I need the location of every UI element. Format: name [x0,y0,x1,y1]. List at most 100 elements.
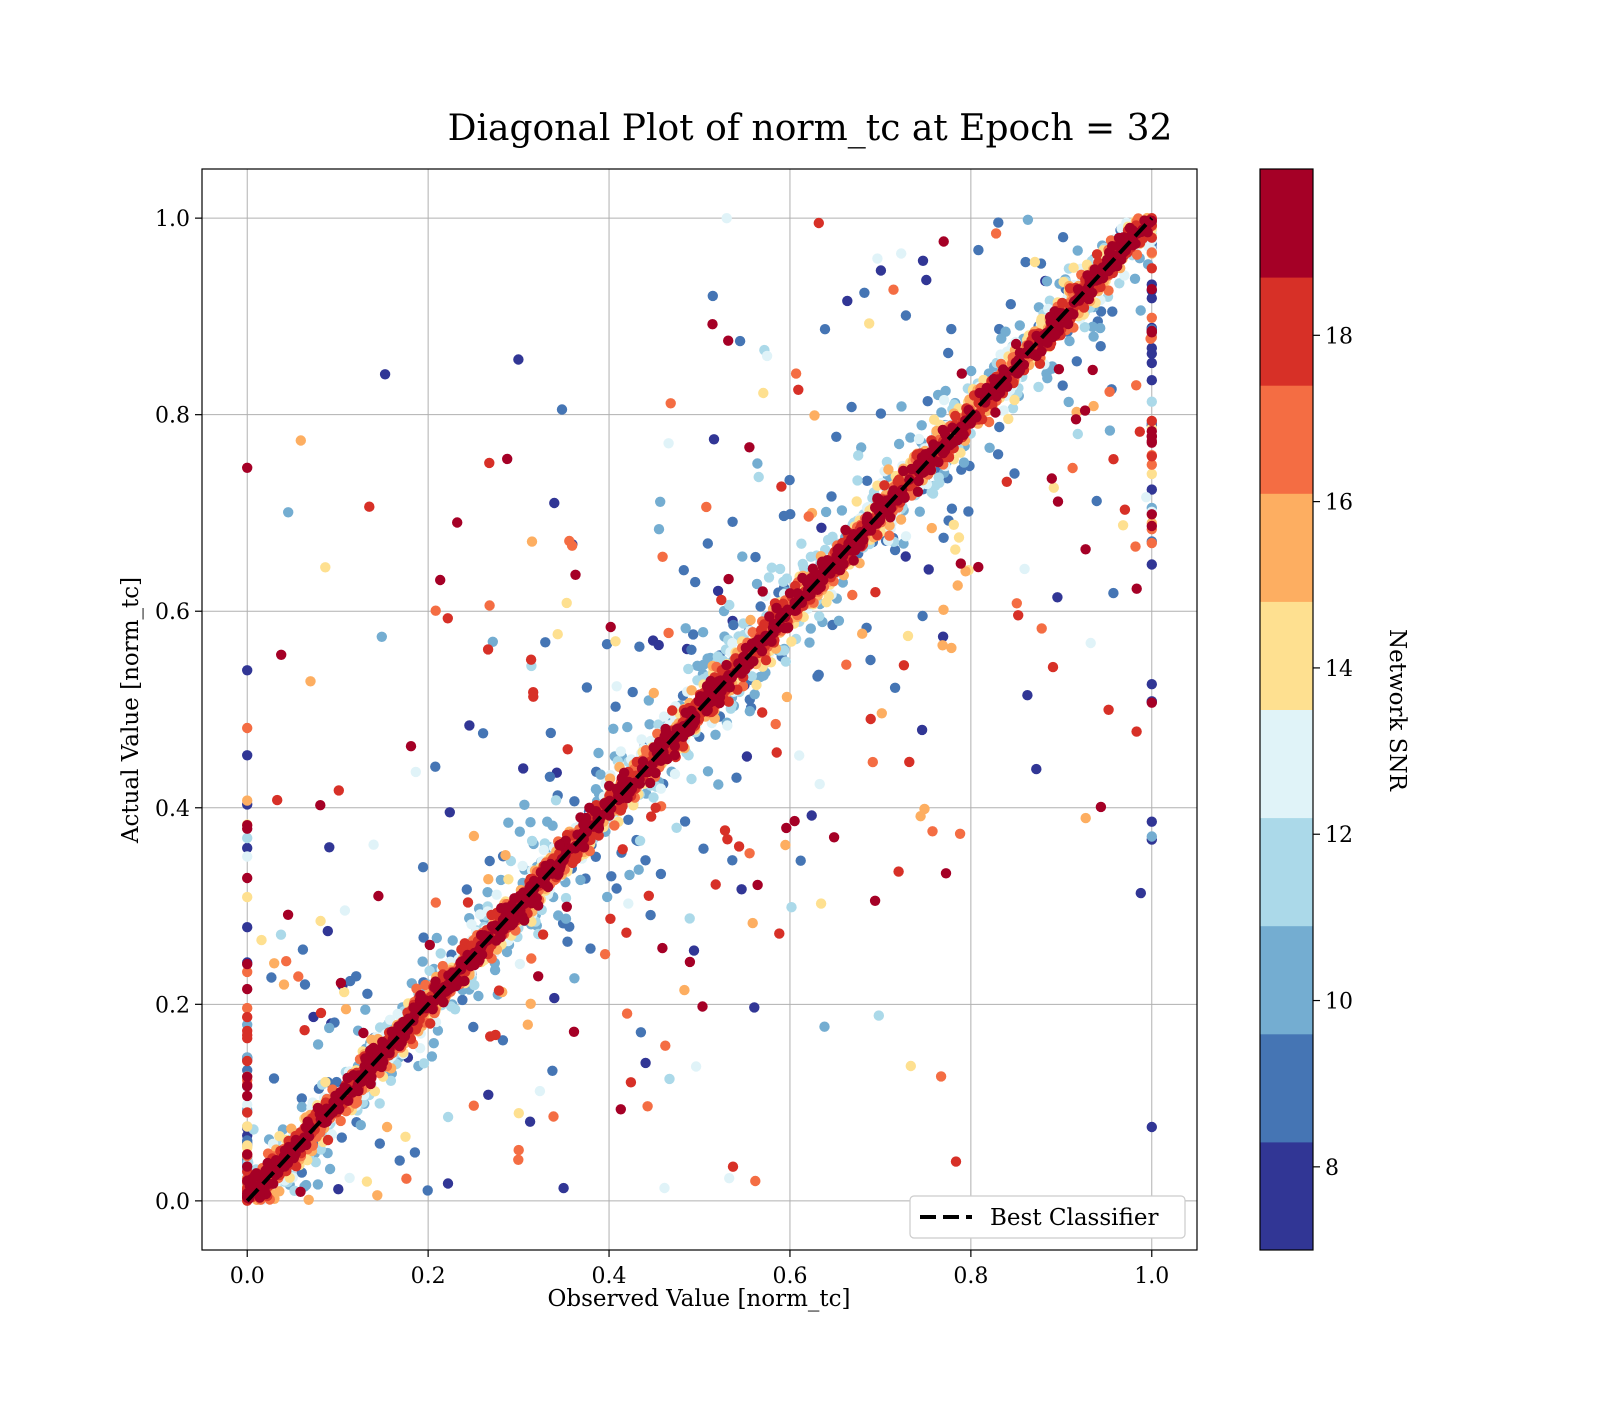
scatter-point [608,724,618,734]
scatter-point [1147,397,1157,407]
scatter-point [621,928,631,938]
scatter-point [1147,509,1157,519]
scatter-point [734,841,744,851]
scatter-point [774,928,784,938]
scatter-point [513,354,523,364]
scatter-point [744,848,754,858]
scatter-point [789,816,799,826]
scatter-point [527,836,537,846]
scatter-point [990,407,1000,417]
scatter-point [526,655,536,665]
scatter-point [720,825,730,835]
scatter-point [646,811,656,821]
scatter-point [337,1132,347,1142]
scatter-point [610,702,620,712]
scatter-point [526,999,536,1009]
scatter-point [570,570,580,580]
scatter-point [1030,257,1040,267]
scatter-point [1105,425,1115,435]
scatter-point [1009,395,1019,405]
scatter-point [722,213,732,223]
scatter-point [879,480,889,490]
scatter-point [591,784,601,794]
scatter-point [656,784,666,794]
scatter-point [957,368,967,378]
scatter-point [872,253,882,263]
scatter-point [1002,477,1012,487]
scatter-point [548,1111,558,1121]
scatter-point [436,948,446,958]
scatter-point [771,719,781,729]
scatter-point [242,833,252,843]
scatter-point [242,824,252,834]
scatter-point [242,1091,252,1101]
scatter-point [469,980,479,990]
scatter-point [585,943,595,953]
scatter-point [484,600,494,610]
scatter-point [793,385,803,395]
scatter-point [1086,638,1096,648]
scatter-point [344,1173,354,1183]
scatter-point [595,769,605,779]
scatter-point [334,785,344,795]
scatter-point [635,836,645,846]
scatter-point [819,1021,829,1031]
scatter-point [622,722,632,732]
scatter-point [250,1170,260,1180]
scatter-point [781,656,791,666]
scatter-point [876,408,886,418]
scatter-point [708,291,718,301]
scatter-point [849,555,859,565]
scatter-point [1064,397,1074,407]
scatter-point [778,577,788,587]
scatter-point [745,615,755,625]
scatter-point [279,979,289,989]
scatter-point [1147,349,1157,359]
scatter-point [553,629,563,639]
scatter-point [380,369,390,379]
scatter-point [549,993,559,1003]
scatter-point [973,245,983,255]
scatter-point [372,1190,382,1200]
scatter-point [654,524,664,534]
scatter-point [266,972,276,982]
scatter-point [313,1039,323,1049]
scatter-point [611,883,621,893]
scatter-point [569,973,579,983]
scatter-point [1147,679,1157,689]
scatter-point [274,1131,284,1141]
scatter-point [670,769,680,779]
scatter-point [567,541,577,551]
scatter-point [427,1051,437,1061]
scatter-point [710,730,720,740]
scatter-point [654,640,664,650]
scatter-point [419,1058,429,1068]
scatter-point [689,945,699,955]
scatter-point [664,1074,674,1084]
scatter-point [791,368,801,378]
scatter-point [749,1002,759,1012]
scatter-point [325,1164,335,1174]
scatter-point [703,766,713,776]
scatter-point [401,1174,411,1184]
scatter-point [755,601,765,611]
scatter-point [973,562,983,572]
scatter-point [1147,375,1157,385]
scatter-point [877,708,887,718]
scatter-point [540,637,550,647]
scatter-point [698,627,708,637]
scatter-point [1130,274,1140,284]
scatter-point [1048,662,1058,672]
scatter-point [1108,454,1118,464]
scatter-point [377,632,387,642]
scatter-point [728,620,738,630]
scatter-point [936,1071,946,1081]
scatter-point [993,449,1003,459]
scatter-point [473,991,483,1001]
scatter-point [1067,463,1077,473]
scatter-point [515,959,525,969]
scatter-point [484,458,494,468]
scatter-point [242,750,252,760]
scatter-point [519,800,529,810]
